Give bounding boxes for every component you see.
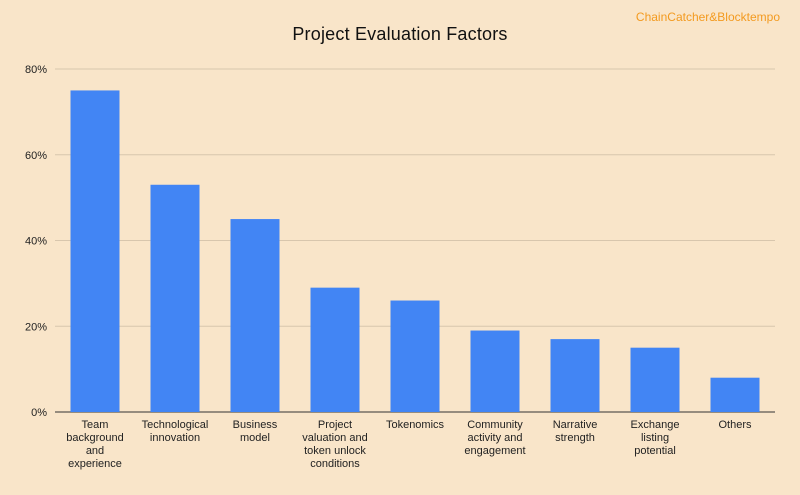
x-tick-label-line: and: [86, 445, 104, 457]
x-tick-label-line: engagement: [464, 445, 525, 457]
x-tick-label: Tokenomics: [386, 419, 445, 431]
bar: [310, 287, 360, 412]
x-tick-label-line: token unlock: [304, 445, 366, 457]
x-tick-label-line: Tokenomics: [386, 419, 445, 431]
x-tick-label-line: Narrative: [553, 419, 598, 431]
x-tick-label-line: Technological: [142, 419, 209, 431]
x-tick-label-line: strength: [555, 432, 595, 444]
x-tick-label: Team background and experience: [66, 419, 124, 470]
x-tick-label: Others: [718, 419, 752, 431]
x-tick-label-line: Team: [82, 419, 109, 431]
bar: [710, 377, 760, 412]
bar: [630, 347, 680, 412]
x-tick-label-line: Community: [467, 419, 523, 431]
x-tick-label-line: activity and: [467, 432, 522, 444]
x-tick-label-line: Others: [718, 419, 752, 431]
x-tick-label-line: listing: [641, 432, 669, 444]
x-tick-label-line: Business: [233, 419, 278, 431]
y-tick-label: 40%: [25, 236, 47, 248]
x-tick-label-line: innovation: [150, 432, 200, 444]
x-tick-label-line: conditions: [310, 458, 360, 470]
x-tick-label: Narrative strength: [553, 419, 598, 444]
watermark-text: ChainCatcher&Blocktempo: [635, 10, 780, 24]
x-tick-label: Business model: [233, 419, 278, 444]
bar: [150, 184, 200, 412]
x-tick-label-line: experience: [68, 458, 122, 470]
bar: [550, 339, 600, 412]
chart-title: Project Evaluation Factors: [292, 24, 508, 44]
y-tick-label: 60%: [25, 150, 47, 162]
x-tick-label: Technological innovation: [142, 419, 209, 444]
x-tick-label-line: background: [66, 432, 124, 444]
x-tick-label: Community activity and engagement: [464, 419, 525, 457]
bar: [390, 300, 440, 412]
bar: [230, 219, 280, 412]
x-tick-label: Exchange listing potential: [631, 419, 680, 457]
x-tick-label-line: Exchange: [631, 419, 680, 431]
x-tick-label: Project valuation and token unlock conditio…: [302, 419, 367, 470]
y-tick-label: 0%: [31, 407, 47, 419]
bar: [470, 330, 520, 412]
y-tick-label: 20%: [25, 321, 47, 333]
x-tick-label-line: potential: [634, 445, 676, 457]
bar: [70, 90, 120, 412]
x-tick-label-line: model: [240, 432, 270, 444]
x-tick-label-line: Project: [318, 419, 352, 431]
x-tick-label-line: valuation and: [302, 432, 367, 444]
y-tick-label: 80%: [25, 64, 47, 76]
